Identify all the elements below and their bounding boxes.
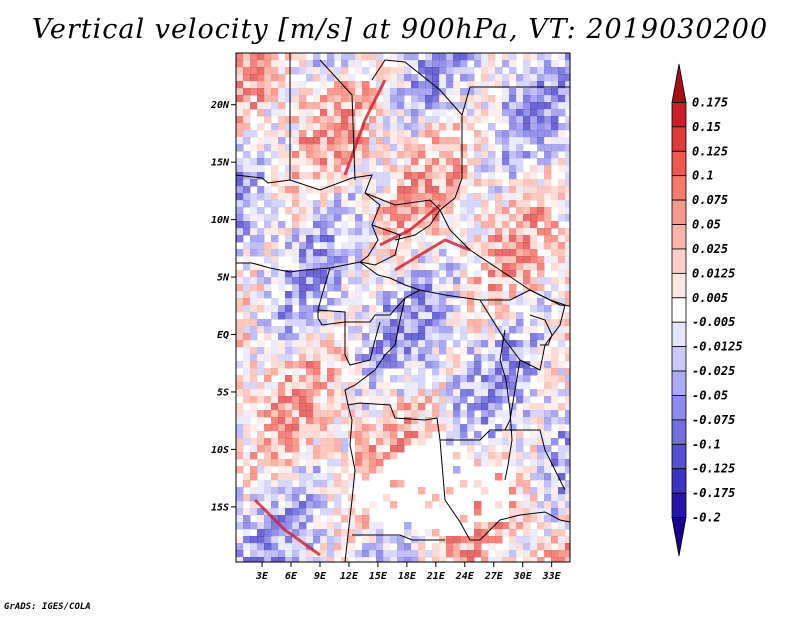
- colorbar-label: -0.125: [692, 462, 735, 476]
- colorbar-label: -0.025: [692, 364, 735, 378]
- colorbar-label: -0.1: [692, 437, 721, 451]
- colorbar-swatch: [671, 492, 687, 518]
- colorbar-swatch: [671, 272, 687, 299]
- colorbar-label: 0.1: [692, 169, 714, 183]
- colorbar-label: 0.175: [692, 95, 728, 109]
- colorbar-swatch: [671, 419, 687, 445]
- colorbar-label: 0.125: [692, 144, 728, 158]
- colorbar-swatch: [671, 248, 687, 274]
- colorbar-swatch: [671, 175, 687, 201]
- lat-label: 20N: [210, 100, 230, 111]
- colorbar-label: -0.005: [692, 315, 735, 329]
- lon-label: 9E: [314, 571, 327, 582]
- lat-label: EQ: [217, 330, 229, 341]
- lat-label: 10N: [211, 215, 230, 226]
- colorbar-swatch: [671, 443, 687, 470]
- colorbar-bottom-triangle: [671, 517, 687, 557]
- grads-credit: GrADS: IGES/COLA: [4, 602, 91, 612]
- colorbar-swatch: [671, 370, 687, 396]
- lon-label: 15E: [369, 571, 388, 582]
- lat-label: 15N: [211, 158, 230, 169]
- colorbar-swatch: [671, 224, 687, 250]
- lon-label: 30E: [513, 571, 533, 582]
- colorbar-label: -0.05: [692, 388, 728, 402]
- colorbar-top-triangle: [671, 63, 687, 103]
- latitude-axis: 20N 15N 10N 5N EQ 5S 10S 15S: [210, 100, 236, 513]
- lon-label: 21E: [426, 571, 446, 582]
- colorbar-label: 0.05: [692, 218, 721, 232]
- lat-label: 5S: [217, 387, 229, 398]
- lat-label: 10S: [211, 445, 229, 456]
- lon-label: 18E: [398, 571, 417, 582]
- colorbar-swatch: [671, 199, 687, 225]
- lon-label: 33E: [542, 571, 562, 582]
- lat-label: 5N: [217, 273, 230, 284]
- lon-label: 3E: [255, 571, 269, 582]
- colorbar-label: 0.075: [692, 193, 728, 207]
- lon-label: 24E: [455, 571, 475, 582]
- colorbar-label: 0.005: [692, 291, 728, 305]
- velocity-field: [236, 53, 570, 562]
- colorbar-label: -0.075: [692, 413, 735, 427]
- colorbar-swatch: [671, 468, 687, 494]
- colorbar-label: -0.0125: [692, 340, 743, 354]
- colorbar-label: 0.15: [692, 120, 721, 134]
- colorbar-label: 0.0125: [692, 266, 735, 280]
- colorbar-swatch: [671, 346, 687, 372]
- colorbar: 0.175 0.15 0.125 0.1 0.075 0.05 0.025 0.0125 0.0…: [671, 63, 743, 557]
- country-borders: [236, 53, 570, 562]
- colorbar-label: 0.025: [692, 242, 728, 256]
- lon-label: 6E: [285, 571, 298, 582]
- longitude-axis: 3E 6E 9E 12E 15E 18E 21E 24E 27E 30E 33E: [255, 562, 562, 582]
- map-title: Vertical velocity [m/s] at 900hPa, VT: 2…: [31, 14, 769, 45]
- lon-label: 12E: [340, 571, 359, 582]
- lon-label: 27E: [484, 571, 504, 582]
- map-frame: [235, 52, 571, 563]
- lat-label: 15S: [211, 502, 229, 513]
- colorbar-swatch: [671, 126, 687, 152]
- colorbar-swatch: [671, 321, 687, 348]
- colorbar-label: -0.175: [692, 486, 735, 500]
- colorbar-swatch: [671, 150, 687, 177]
- colorbar-swatch: [671, 102, 687, 128]
- colorbar-swatch: [671, 297, 687, 323]
- colorbar-swatch: [671, 395, 687, 421]
- colorbar-label: -0.2: [692, 511, 721, 525]
